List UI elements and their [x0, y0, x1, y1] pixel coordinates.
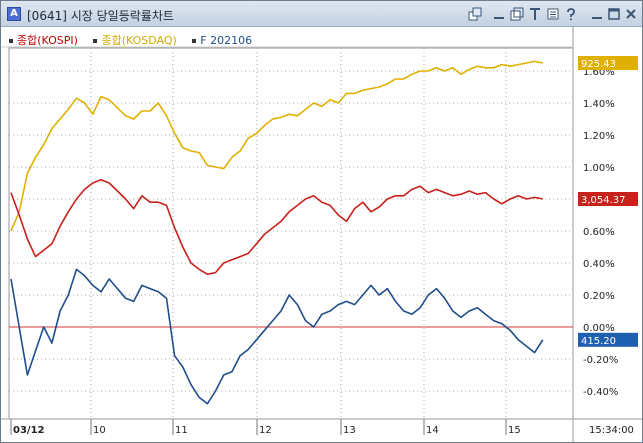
minimize-icon[interactable] — [590, 7, 604, 21]
link-window-icon[interactable] — [468, 7, 482, 21]
series-line-kosdaq[interactable] — [10, 60, 543, 232]
screen-code: [0641] — [27, 9, 67, 23]
y-tick-label: 0.20% — [583, 291, 615, 302]
y-tick-label: -0.20% — [583, 355, 618, 366]
series-line-kospi[interactable] — [10, 179, 543, 276]
y-tick-label: 1.60% — [583, 67, 615, 78]
legend-marker — [9, 39, 13, 43]
window-title: [0641] 시장 당일등락률차트 — [27, 7, 174, 24]
y-tick-label: 0.00% — [583, 323, 615, 334]
legend-label-kospi: 종합(KOSPI) — [17, 34, 78, 47]
value-badge-kospi — [578, 192, 638, 206]
y-tick-label: 0.40% — [583, 259, 615, 270]
time-label: 15:34:00 — [589, 425, 634, 436]
legend-marker — [93, 39, 98, 43]
x-tick-label: 15 — [508, 425, 521, 436]
x-tick-label: 13 — [343, 425, 356, 436]
x-tick-label: 14 — [426, 425, 439, 436]
value-label-futures: 415.20 — [581, 336, 616, 347]
x-tick-label: 03/12 — [13, 425, 45, 436]
y-tick-label: 1.40% — [583, 99, 615, 110]
settings-icon[interactable] — [546, 7, 560, 21]
legend-label-kosdaq: 종합(KOSDAQ) — [101, 34, 177, 47]
help-icon[interactable] — [564, 7, 578, 21]
legend-marker — [192, 39, 197, 43]
plot-area — [8, 47, 574, 420]
legend-label-futures: F 202106 — [200, 34, 253, 47]
y-tick-label: -0.40% — [583, 387, 618, 398]
legend-item-futures[interactable]: F 202106 — [192, 34, 252, 47]
series-line-futures[interactable] — [10, 268, 544, 405]
app-icon[interactable]: A — [7, 7, 21, 21]
copy-icon[interactable] — [510, 7, 524, 21]
x-tick-label: 10 — [93, 425, 106, 436]
y-tick-label: 1.20% — [583, 131, 615, 142]
close-icon[interactable] — [624, 7, 638, 21]
value-badge-kosdaq — [578, 56, 638, 70]
y-tick-label: 0.60% — [583, 227, 615, 238]
value-label-kosdaq: 925.43 — [581, 59, 616, 70]
maximize-icon[interactable] — [607, 7, 621, 21]
minimize-pane-icon[interactable] — [492, 7, 506, 21]
value-badge-futures — [578, 332, 638, 347]
value-label-kospi: 3,054.37 — [581, 195, 626, 206]
text-icon[interactable] — [528, 7, 542, 21]
x-tick-label: 12 — [259, 425, 272, 436]
screen-title: 시장 당일등락률차트 — [70, 9, 174, 23]
legend-item-kosdaq[interactable]: 종합(KOSDAQ) — [93, 32, 177, 48]
title-bar[interactable]: A [0641] 시장 당일등락률차트 — [1, 1, 642, 27]
y-tick-label: 1.00% — [583, 163, 615, 174]
legend-item-kospi[interactable]: 종합(KOSPI) — [9, 32, 78, 48]
x-tick-label: 11 — [175, 425, 188, 436]
chart-legend: 종합(KOSPI) 종합(KOSDAQ) F 202106 — [9, 32, 264, 48]
